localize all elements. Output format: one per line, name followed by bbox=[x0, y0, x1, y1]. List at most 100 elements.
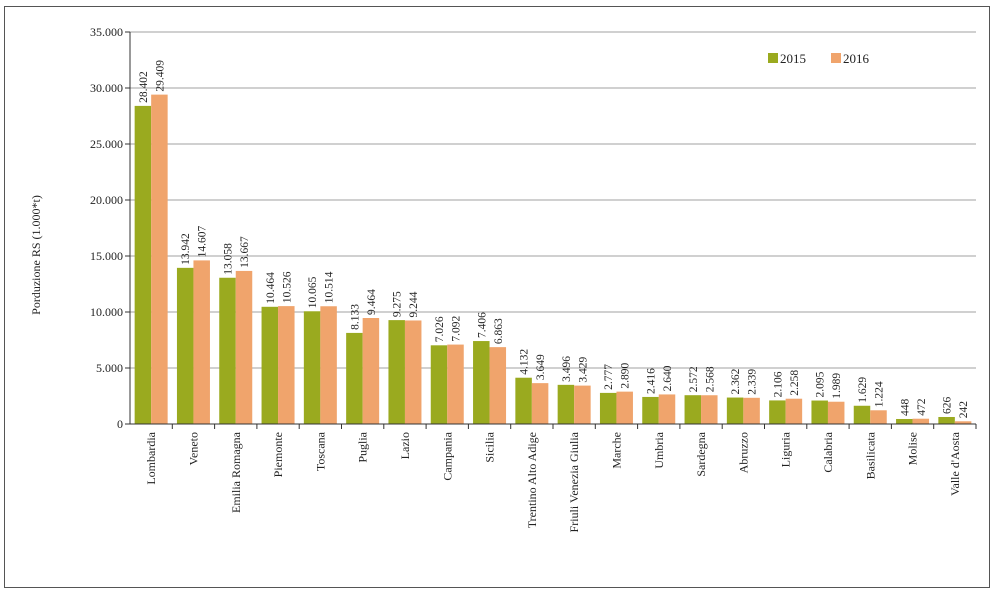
bar-2015-toscana bbox=[303, 311, 321, 424]
x-tick-label: Lombardia bbox=[144, 431, 158, 484]
x-tick-label: Campania bbox=[440, 431, 454, 480]
y-tick-label: 25.000 bbox=[90, 137, 123, 151]
x-tick-label: Valle d'Aosta bbox=[948, 431, 962, 495]
bar-2016-lombardia bbox=[151, 94, 168, 424]
x-tick-label: Calabria bbox=[821, 431, 835, 472]
gridlines bbox=[130, 31, 976, 369]
data-label: 7.026 bbox=[434, 316, 446, 342]
data-label: 13.667 bbox=[239, 236, 251, 268]
x-tick-label: Veneto bbox=[186, 432, 200, 465]
data-label: 7.406 bbox=[476, 312, 488, 338]
bar-2016-friuli-venezia-giulia bbox=[574, 385, 591, 424]
bar-2015-trentino-alto-adige bbox=[515, 377, 532, 424]
bar-2015-umbria bbox=[642, 396, 659, 424]
data-label: 7.092 bbox=[451, 315, 463, 341]
data-label: 9.275 bbox=[392, 291, 404, 317]
bar-2015-emilia-romagna bbox=[219, 277, 236, 424]
bar-2016-lazio bbox=[404, 320, 422, 424]
x-tick-label: Abruzzo bbox=[736, 432, 750, 473]
x-tick-label: Umbria bbox=[652, 431, 666, 468]
bar-2015-abruzzo bbox=[726, 397, 744, 424]
x-tick-label: Toscana bbox=[313, 431, 327, 471]
axes: 0 5.000 10.000 15.000 20.000 25.000 30.000 35.0… bbox=[90, 25, 977, 532]
x-tick-label: Emilia Romagna bbox=[229, 431, 243, 513]
bar-2015-basilicata bbox=[853, 405, 871, 424]
y-tick-label: 0 bbox=[117, 417, 123, 431]
data-label: 2.890 bbox=[620, 363, 632, 389]
bar-2015-piemonte bbox=[261, 306, 279, 424]
y-tick-label: 15.000 bbox=[90, 249, 123, 263]
y-tick-label: 30.000 bbox=[90, 81, 123, 95]
data-label: 10.464 bbox=[265, 272, 277, 304]
y-tick-label: 20.000 bbox=[90, 193, 123, 207]
x-tick-label: Sardegna bbox=[694, 431, 708, 476]
data-label: 626 bbox=[942, 396, 954, 414]
bar-2016-toscana bbox=[320, 306, 337, 424]
x-tick-label: Marche bbox=[609, 432, 623, 469]
bar-2016-sicilia bbox=[489, 347, 507, 424]
data-label: 13.058 bbox=[223, 243, 235, 275]
data-label: 472 bbox=[916, 398, 928, 416]
x-tick-label: Friuli Venezia Giulia bbox=[567, 431, 581, 532]
bar-2016-calabria bbox=[827, 401, 845, 424]
data-label: 2.339 bbox=[747, 369, 759, 395]
data-label: 2.777 bbox=[603, 364, 615, 390]
data-label: 10.065 bbox=[307, 276, 319, 308]
bar-2016-campania bbox=[447, 344, 464, 424]
bar-2015-puglia bbox=[346, 332, 363, 424]
bar-2015-molise bbox=[896, 418, 913, 424]
data-label: 448 bbox=[899, 398, 911, 416]
chart-frame bbox=[4, 6, 990, 588]
bar-2016-trentino-alto-adige bbox=[531, 383, 549, 424]
bar-2015-marche bbox=[599, 392, 617, 424]
x-tick-label: Piemonte bbox=[271, 432, 285, 477]
bar-2015-calabria bbox=[811, 400, 828, 424]
data-label: 2.640 bbox=[662, 365, 674, 391]
bar-2016-piemonte bbox=[278, 306, 295, 424]
y-tick-label: 5.000 bbox=[96, 361, 123, 375]
bar-2015-lombardia bbox=[134, 105, 152, 425]
data-label: 10.526 bbox=[281, 271, 293, 303]
bar-2015-friuli-venezia-giulia bbox=[557, 384, 575, 424]
data-label: 13.942 bbox=[180, 233, 192, 265]
x-tick-label: Molise bbox=[906, 432, 920, 465]
y-tick-label: 10.000 bbox=[90, 305, 123, 319]
data-label: 4.132 bbox=[519, 349, 531, 375]
x-tick-label: Sicilia bbox=[483, 431, 497, 462]
bar-2015-liguria bbox=[769, 400, 786, 424]
x-tick-label: Puglia bbox=[356, 431, 370, 462]
data-labels: 28.402 29.409 13.942 14.607 13.058 13.667 10.4… bbox=[138, 60, 970, 419]
data-label: 29.409 bbox=[154, 60, 166, 92]
data-label: 2.572 bbox=[688, 366, 700, 392]
bar-2015-sicilia bbox=[473, 341, 490, 424]
bar-2016-abruzzo bbox=[743, 397, 760, 424]
legend-swatch-2016 bbox=[831, 53, 841, 63]
data-label: 8.133 bbox=[349, 304, 361, 330]
data-label: 1.224 bbox=[874, 381, 886, 407]
legend-swatch-2015 bbox=[768, 53, 778, 63]
y-tick-label: 35.000 bbox=[90, 25, 123, 39]
data-label: 9.464 bbox=[366, 289, 378, 315]
data-label: 2.258 bbox=[789, 370, 801, 396]
bar-2016-liguria bbox=[785, 398, 803, 424]
data-label: 242 bbox=[958, 401, 970, 419]
data-label: 2.106 bbox=[772, 371, 784, 397]
data-label: 3.496 bbox=[561, 356, 573, 382]
data-label: 3.429 bbox=[577, 356, 589, 382]
bar-2015-campania bbox=[430, 345, 448, 424]
bar-2016-umbria bbox=[658, 394, 676, 424]
bar-2016-molise bbox=[912, 418, 930, 424]
bar-2015-valle-d-aosta bbox=[938, 416, 955, 424]
data-label: 9.244 bbox=[408, 291, 420, 317]
bar-2016-emilia-romagna bbox=[235, 270, 253, 424]
legend-label-2016: 2016 bbox=[843, 51, 870, 66]
legend: 2015 2016 bbox=[768, 51, 870, 66]
y-axis-label: Porduzione RS (1.000*t) bbox=[29, 195, 43, 315]
bar-2015-veneto bbox=[176, 267, 194, 424]
x-tick-label: Liguria bbox=[779, 431, 793, 467]
bar-2016-puglia bbox=[362, 318, 380, 424]
data-label: 28.402 bbox=[138, 71, 150, 103]
bars bbox=[134, 94, 972, 425]
x-tick-label: Basilicata bbox=[863, 431, 877, 479]
bar-2015-lazio bbox=[388, 320, 405, 424]
